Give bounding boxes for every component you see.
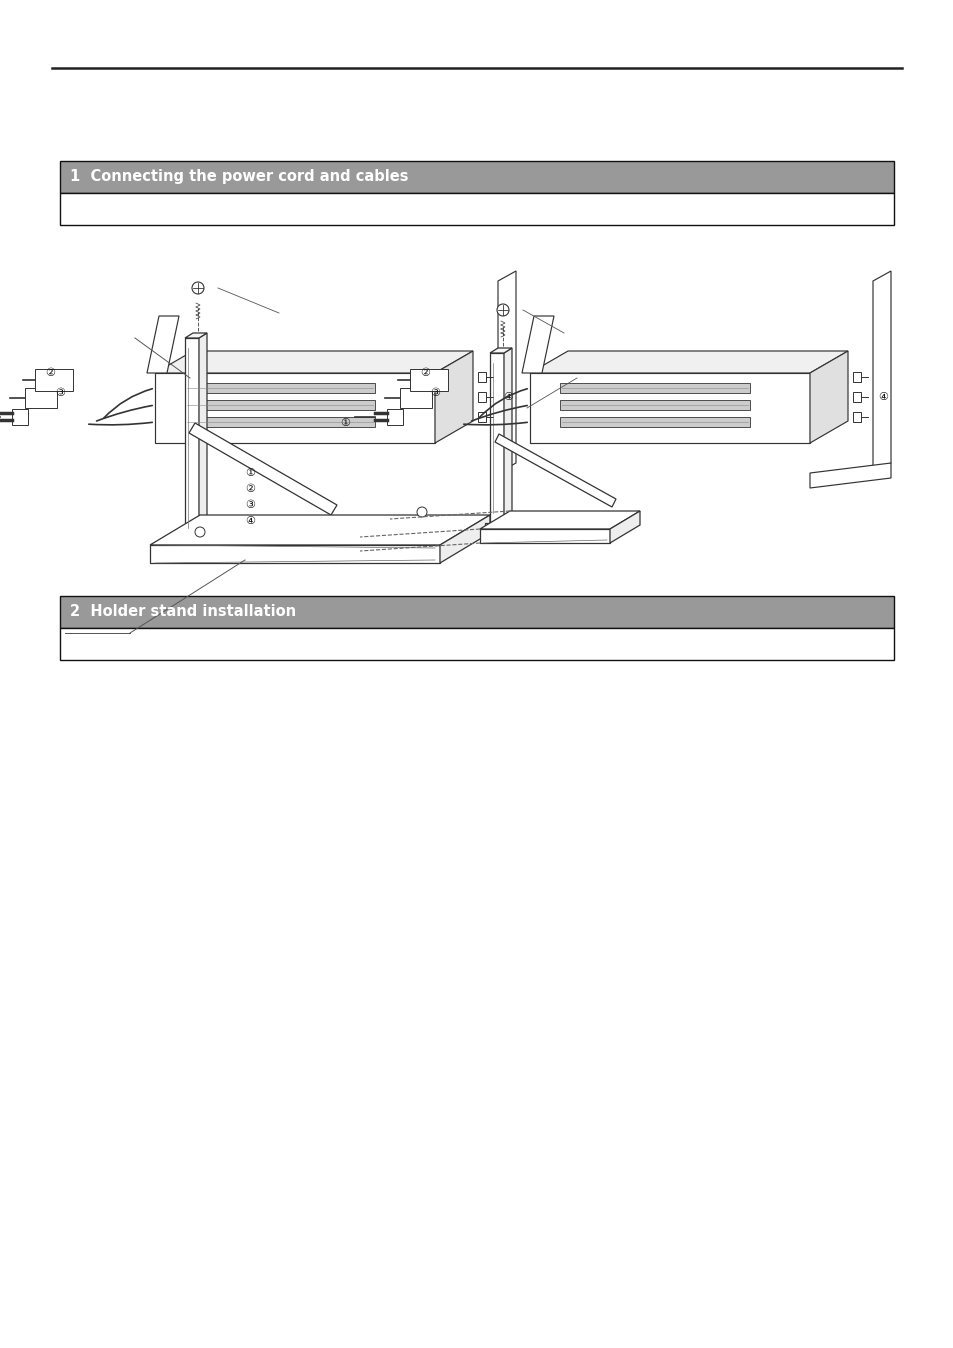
Text: ④: ④ — [245, 516, 254, 526]
Text: ③: ③ — [430, 388, 439, 398]
Bar — [477, 412, 485, 422]
Text: ③: ③ — [55, 388, 65, 398]
Bar — [852, 372, 861, 381]
Polygon shape — [559, 400, 749, 410]
Bar — [477, 372, 485, 381]
Text: ②: ② — [419, 368, 430, 377]
Circle shape — [416, 507, 427, 518]
Circle shape — [497, 305, 509, 315]
Polygon shape — [185, 338, 199, 538]
Polygon shape — [185, 383, 375, 394]
Polygon shape — [484, 523, 516, 531]
Polygon shape — [490, 353, 503, 523]
Polygon shape — [872, 271, 890, 473]
Polygon shape — [479, 528, 609, 543]
Text: 2  Holder stand installation: 2 Holder stand installation — [70, 604, 295, 619]
Circle shape — [192, 282, 204, 294]
Polygon shape — [12, 408, 28, 425]
Polygon shape — [185, 400, 375, 410]
Text: ②: ② — [45, 368, 55, 377]
Polygon shape — [154, 373, 435, 443]
Circle shape — [194, 527, 205, 537]
Bar — [60, 193, 893, 225]
Text: ④: ④ — [877, 392, 887, 402]
Polygon shape — [185, 417, 375, 427]
Polygon shape — [435, 350, 473, 443]
Polygon shape — [399, 388, 432, 408]
Bar — [60, 160, 893, 193]
Polygon shape — [479, 511, 639, 528]
Bar — [60, 596, 893, 628]
Polygon shape — [503, 348, 512, 523]
Text: 1  Connecting the power cord and cables: 1 Connecting the power cord and cables — [70, 168, 408, 183]
Polygon shape — [147, 315, 179, 373]
Text: ④: ④ — [502, 392, 513, 402]
Bar — [852, 412, 861, 422]
Polygon shape — [154, 350, 473, 373]
Polygon shape — [609, 511, 639, 543]
Polygon shape — [35, 369, 73, 391]
Polygon shape — [530, 373, 809, 443]
Polygon shape — [185, 333, 207, 338]
Text: ②: ② — [245, 484, 254, 493]
Polygon shape — [490, 348, 512, 353]
Polygon shape — [559, 383, 749, 394]
Polygon shape — [559, 417, 749, 427]
Polygon shape — [387, 408, 402, 425]
Polygon shape — [150, 515, 490, 545]
Polygon shape — [199, 333, 207, 538]
Polygon shape — [174, 532, 222, 549]
Text: ③: ③ — [245, 500, 254, 510]
Polygon shape — [150, 545, 439, 563]
Polygon shape — [495, 434, 616, 507]
Polygon shape — [410, 369, 448, 391]
Polygon shape — [530, 350, 847, 373]
Bar — [60, 628, 893, 661]
Polygon shape — [189, 423, 336, 515]
Polygon shape — [809, 462, 890, 488]
Polygon shape — [521, 315, 554, 373]
Polygon shape — [439, 515, 490, 563]
Bar — [477, 392, 485, 402]
Polygon shape — [497, 271, 516, 473]
Polygon shape — [809, 350, 847, 443]
Text: ①: ① — [339, 418, 350, 429]
Polygon shape — [25, 388, 57, 408]
Bar — [852, 392, 861, 402]
Text: ①: ① — [245, 468, 254, 479]
